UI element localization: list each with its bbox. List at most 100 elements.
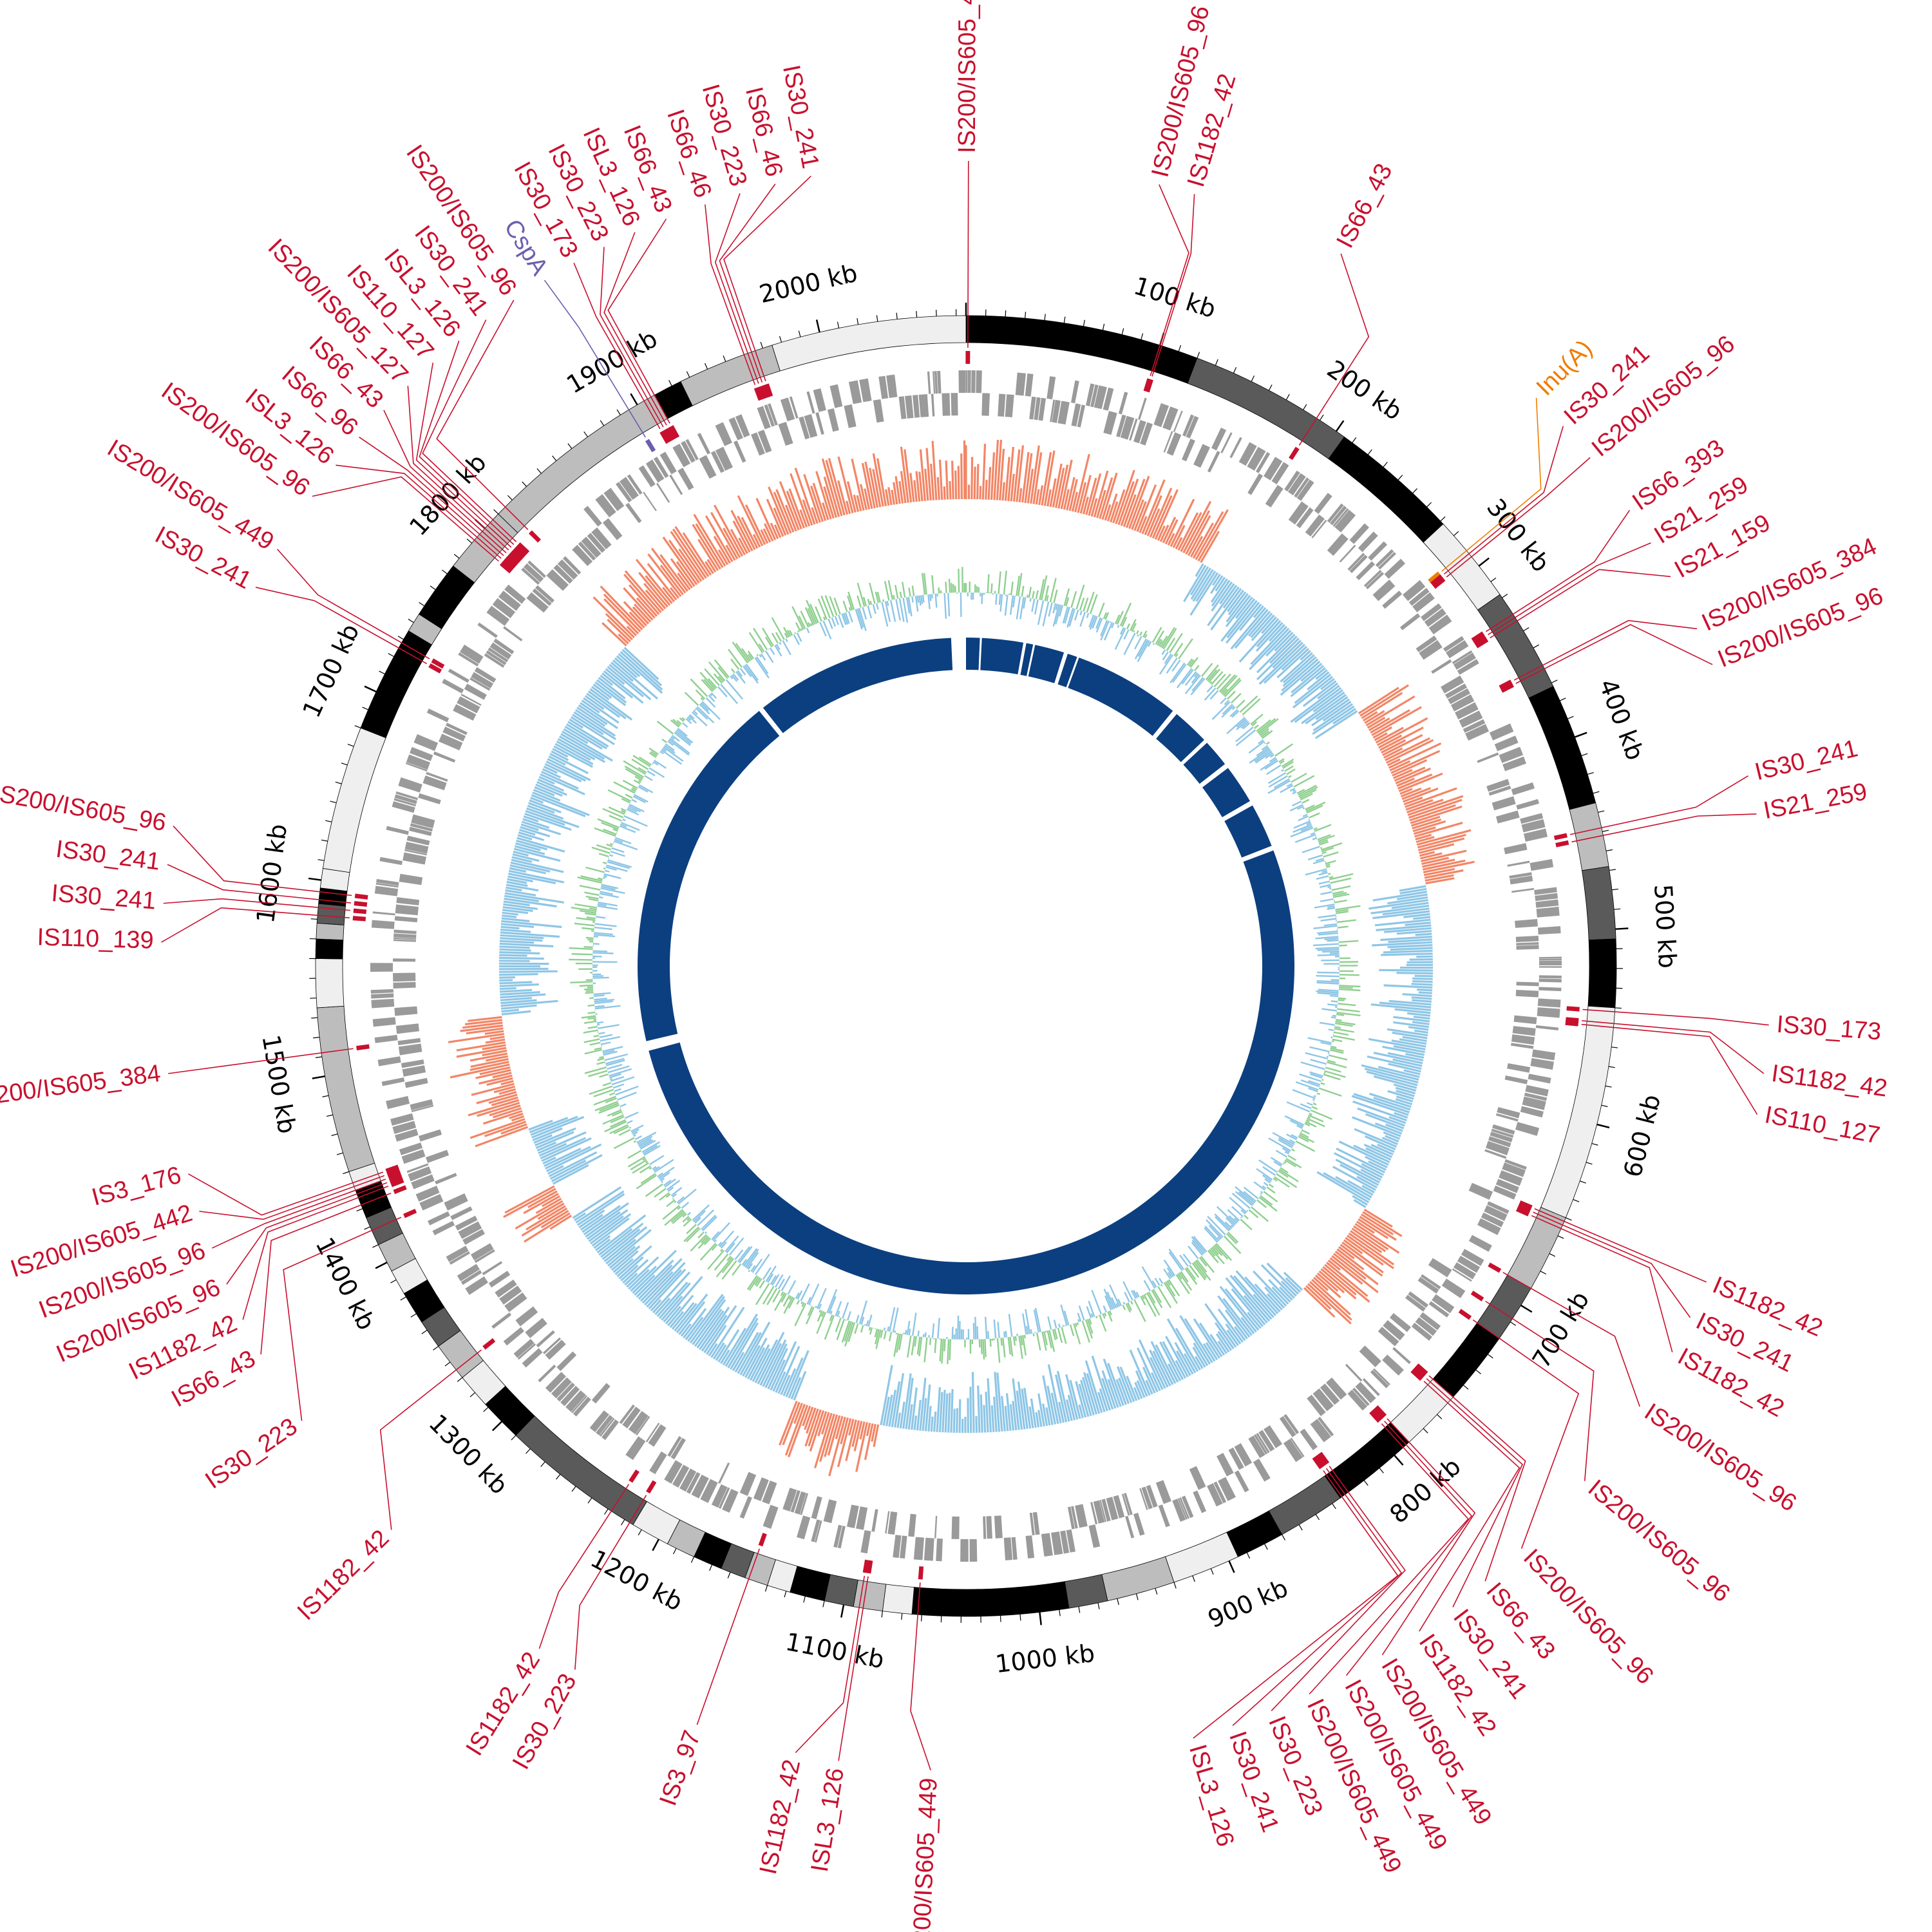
minor-tick <box>837 321 840 328</box>
cds-block <box>418 793 441 804</box>
minor-tick <box>1246 1552 1251 1559</box>
cds-block <box>1283 1414 1300 1435</box>
minor-tick <box>453 554 460 559</box>
leader-line <box>1309 1423 1469 1695</box>
cds-block <box>1493 1185 1517 1200</box>
cds-block <box>1405 1294 1426 1312</box>
cds-block <box>789 396 799 419</box>
major-tick <box>1039 1612 1042 1625</box>
cds-block <box>951 393 958 416</box>
cds-block <box>1311 519 1327 538</box>
leader-line <box>1446 457 1591 578</box>
minor-tick <box>1502 594 1508 598</box>
cds-block <box>1363 569 1382 587</box>
cds-block <box>1375 549 1394 567</box>
cds-block <box>395 1128 419 1142</box>
cds-block <box>404 842 429 854</box>
minor-tick <box>916 310 918 317</box>
cds-block <box>1234 1443 1253 1467</box>
is-element-label: IS66_43 <box>1331 159 1397 252</box>
cds-block <box>603 488 625 511</box>
cds-block <box>460 694 482 706</box>
cds-block <box>1534 887 1557 895</box>
cds-block <box>1495 810 1520 824</box>
minor-tick <box>310 918 317 920</box>
cds-block <box>401 1059 424 1068</box>
cds-block <box>573 1396 591 1417</box>
cds-block <box>394 916 418 923</box>
is-element-label: IS200/IS605_96 <box>1518 1544 1658 1690</box>
gc-content-below <box>592 592 1340 1340</box>
cds-block <box>413 734 439 752</box>
leader-line <box>1232 1468 1403 1727</box>
minor-tick <box>1298 1524 1303 1531</box>
cds-block <box>581 536 601 558</box>
cds-block <box>659 451 677 475</box>
mge-marker <box>862 1559 869 1573</box>
cds-block <box>681 440 696 463</box>
blast-segment <box>1068 658 1173 736</box>
mge-marker <box>1458 1309 1472 1320</box>
leader-line <box>1582 1009 1769 1026</box>
mge-marker <box>354 893 368 900</box>
leader-line <box>161 907 350 943</box>
cds-block <box>1296 507 1314 529</box>
cds-block <box>488 647 509 663</box>
cds-block <box>664 1460 683 1484</box>
mge-marker <box>1372 1408 1384 1421</box>
cds-block <box>459 644 484 664</box>
cds-block <box>686 1472 701 1494</box>
cds-block <box>1213 1481 1227 1504</box>
cds-block <box>578 541 596 561</box>
cds-block <box>1258 1430 1275 1452</box>
mge-marker <box>1565 1020 1579 1027</box>
cds-block <box>1129 418 1138 441</box>
leader-line <box>1502 1272 1640 1407</box>
cds-block <box>1106 1497 1119 1520</box>
scale-label: 1700 kb <box>297 620 365 722</box>
cds-block <box>504 1292 527 1312</box>
cds-block <box>1133 1512 1145 1536</box>
cds-block <box>1287 473 1306 496</box>
minor-tick <box>1210 1568 1214 1575</box>
mge-marker <box>1312 1456 1323 1470</box>
leader-line <box>1569 775 1749 835</box>
cds-block <box>1088 1524 1101 1548</box>
leader-line <box>226 1182 388 1285</box>
cds-block <box>448 668 469 683</box>
cds-block <box>1347 1389 1368 1411</box>
leader-line <box>1488 542 1651 636</box>
mge-marker <box>515 545 527 558</box>
leader-line <box>574 1495 647 1670</box>
mge-marker <box>1516 1207 1530 1217</box>
cds-block <box>934 371 938 394</box>
cds-block <box>1296 479 1314 501</box>
cds-block <box>1486 1141 1510 1155</box>
cds-block <box>722 1488 739 1513</box>
cds-block <box>1539 975 1562 979</box>
cds-block <box>1186 415 1199 439</box>
contig-segment <box>322 727 386 873</box>
cds-block <box>439 734 463 751</box>
minor-tick <box>552 455 557 461</box>
cds-block <box>1355 1381 1376 1403</box>
cds-block <box>1507 1063 1531 1073</box>
cds-block <box>1488 1136 1511 1148</box>
cds-block <box>794 1491 806 1515</box>
cds-block <box>1255 451 1271 473</box>
leader-line <box>1485 1300 1595 1481</box>
blast-segment <box>649 850 1295 1295</box>
cds-block <box>471 672 494 688</box>
cds-block <box>768 403 778 426</box>
cds-block <box>1443 636 1464 652</box>
minor-tick <box>410 1313 417 1318</box>
minor-tick <box>331 1133 338 1136</box>
cds-block <box>1481 1212 1504 1227</box>
leader-line <box>723 175 811 382</box>
cds-block <box>474 1249 495 1264</box>
cds-block <box>677 468 694 491</box>
cds-block <box>1504 1159 1527 1170</box>
major-tick <box>1596 1123 1610 1129</box>
cds-block <box>833 1524 842 1548</box>
minor-tick <box>784 1591 787 1598</box>
